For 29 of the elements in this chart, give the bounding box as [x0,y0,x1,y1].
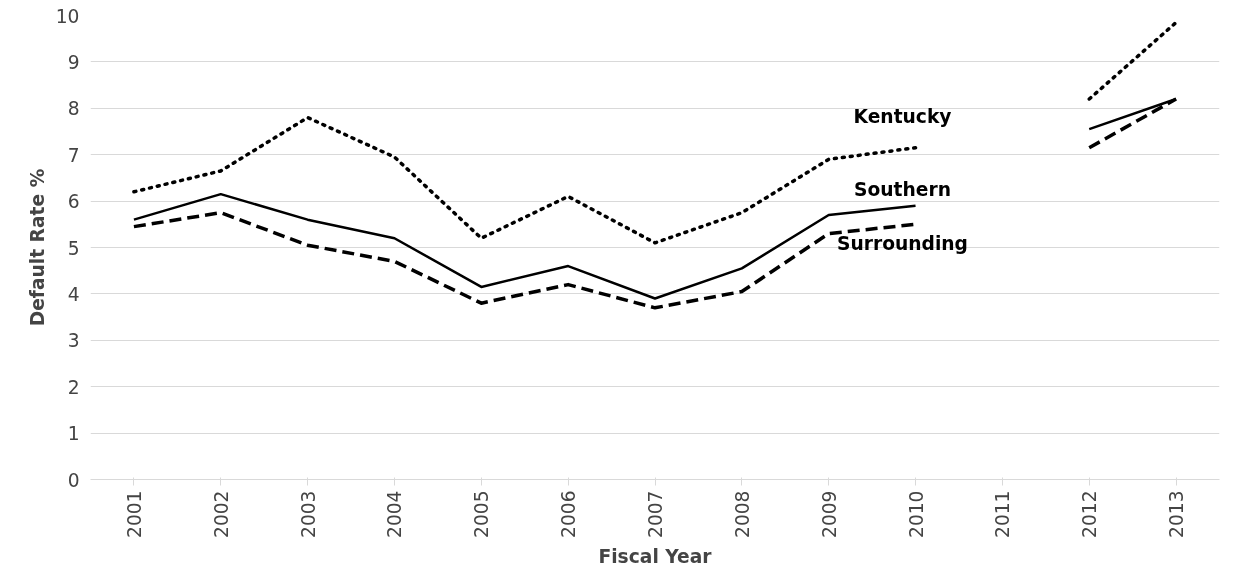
y-tick-label: 3 [67,330,80,352]
x-tick-label: 2013 [1166,490,1188,538]
y-tick-label: 7 [67,144,80,166]
x-tick-label: 2003 [297,490,319,538]
y-tick-label: 2 [67,376,80,398]
y-tick-label: 4 [67,283,80,305]
x-tick-label: 2012 [1079,490,1101,538]
x-tick-label: 2005 [471,490,493,538]
x-axis-title: Fiscal Year [598,545,713,567]
series-label: Surrounding [837,233,968,255]
x-tick-label: 2006 [558,490,580,538]
x-tick-label: 2007 [645,490,666,538]
x-tick-label: 2010 [905,490,927,538]
y-tick-label: 8 [67,98,80,120]
series-label: Kentucky [853,105,952,127]
x-tick-label: 2011 [992,490,1014,538]
y-tick-label: 5 [67,237,80,259]
x-tick-label: 2002 [210,490,232,538]
y-tick-label: 0 [67,469,80,491]
y-tick-label: 9 [67,51,80,73]
x-tick-label: 2008 [731,490,753,538]
y-tick-label: 10 [55,5,80,27]
y-axis-title: Default Rate % [26,168,48,327]
x-tick-label: 2001 [123,490,145,538]
x-tick-label: 2009 [818,490,840,538]
y-tick-label: 6 [67,191,80,213]
y-tick-label: 1 [67,423,80,445]
series-label: Southern [854,179,951,201]
x-tick-label: 2004 [384,490,406,538]
